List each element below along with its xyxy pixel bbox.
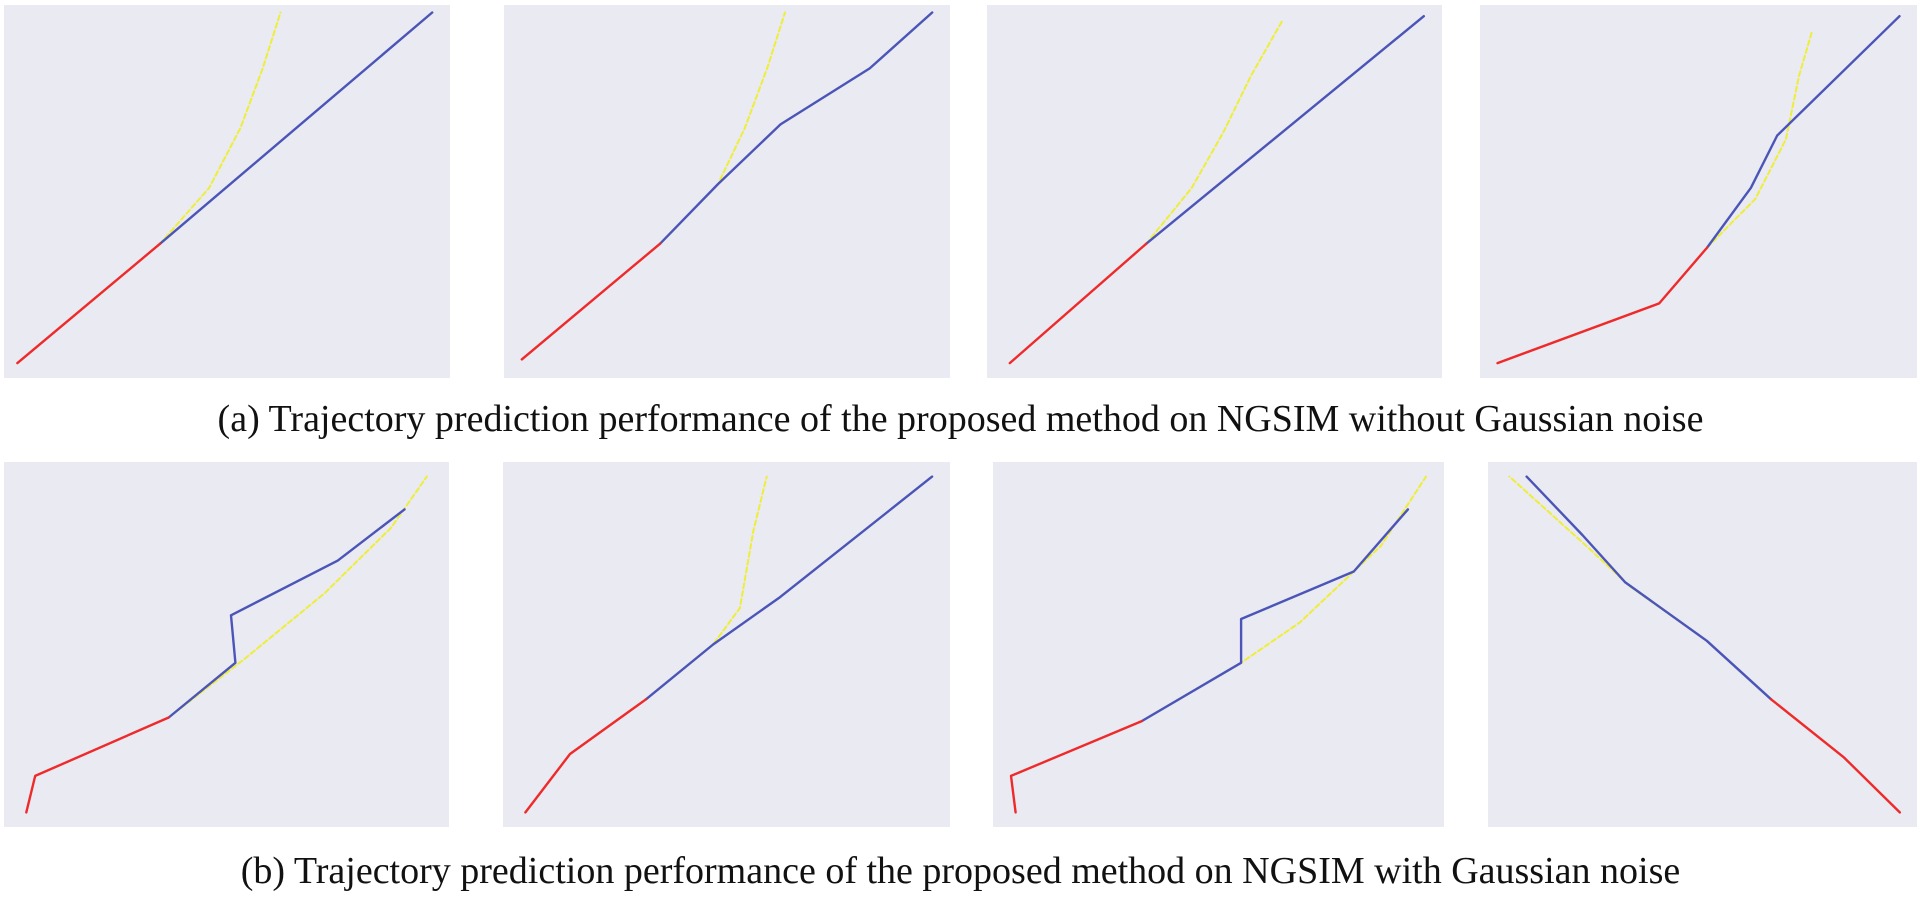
trajectory-plot-b2 bbox=[503, 462, 950, 827]
caption-a: (a) Trajectory prediction performance of… bbox=[217, 398, 1704, 440]
ground-truth-line bbox=[1706, 30, 1814, 249]
trajectory-plot-a3 bbox=[987, 5, 1442, 378]
plot-svg bbox=[504, 5, 950, 378]
plot-background bbox=[1488, 462, 1917, 827]
prediction-line bbox=[644, 475, 934, 701]
trajectory-plot-a1 bbox=[4, 5, 450, 378]
plot-background bbox=[993, 462, 1444, 827]
ground-truth-line bbox=[1145, 18, 1284, 245]
plot-svg bbox=[4, 5, 450, 378]
ground-truth-line bbox=[159, 11, 282, 245]
prediction-line bbox=[1705, 14, 1901, 249]
plot-background bbox=[1480, 5, 1917, 378]
trajectory-plot-b1 bbox=[4, 462, 449, 827]
history-line bbox=[1769, 698, 1901, 814]
prediction-line bbox=[158, 11, 434, 245]
plot-svg bbox=[987, 5, 1442, 378]
history-line bbox=[1496, 246, 1709, 365]
history-line bbox=[520, 242, 662, 361]
prediction-line bbox=[167, 508, 406, 719]
history-line bbox=[25, 716, 170, 814]
trajectory-plot-b4 bbox=[1488, 462, 1917, 827]
plot-svg bbox=[4, 462, 449, 827]
plot-svg bbox=[993, 462, 1444, 827]
caption-b: (b) Trajectory prediction performance of… bbox=[240, 850, 1681, 892]
prediction-line bbox=[1145, 14, 1425, 245]
history-line bbox=[16, 242, 162, 365]
plot-background bbox=[4, 5, 450, 378]
plot-svg bbox=[1488, 462, 1917, 827]
history-line bbox=[1008, 242, 1148, 365]
plot-svg bbox=[1480, 5, 1917, 378]
plot-background bbox=[504, 5, 950, 378]
history-line bbox=[524, 698, 648, 814]
plot-background bbox=[4, 462, 449, 827]
trajectory-plot-a2 bbox=[504, 5, 950, 378]
prediction-line bbox=[658, 11, 934, 245]
prediction-line bbox=[1140, 508, 1410, 723]
trajectory-plot-a4 bbox=[1480, 5, 1917, 378]
plot-svg bbox=[503, 462, 950, 827]
history-line bbox=[1009, 719, 1144, 814]
prediction-line bbox=[1525, 475, 1773, 701]
trajectory-plot-b3 bbox=[993, 462, 1444, 827]
